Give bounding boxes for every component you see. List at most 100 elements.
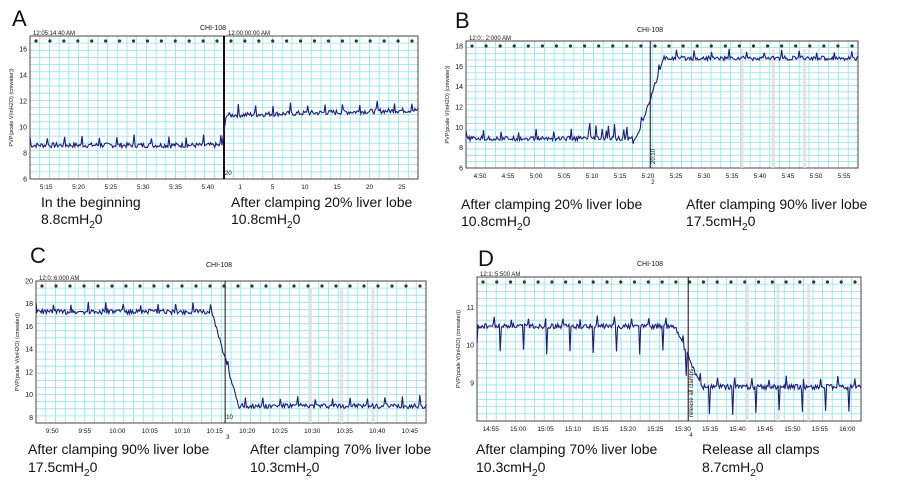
- x-tick-label: 5: [271, 184, 275, 191]
- event-dot: [611, 44, 615, 48]
- y-tick-label: 8: [29, 415, 33, 422]
- y-axis-label: PVP(pcale V(inH2O) (cmwater)): [15, 313, 21, 391]
- y-tick-label: 12: [25, 369, 33, 376]
- x-tick-label: 5:15: [614, 173, 627, 180]
- event-dot: [194, 284, 198, 288]
- event-dot: [145, 39, 150, 43]
- y-tick-label: 10: [455, 125, 463, 132]
- x-tick-label: 5:20: [72, 184, 85, 191]
- value-c-right: 10.3cmH20: [250, 459, 319, 482]
- event-dot: [34, 39, 38, 43]
- value-sub: 2: [287, 219, 293, 231]
- event-dot: [591, 280, 595, 284]
- value-text: 17.5cmH: [686, 213, 743, 229]
- event-dot: [784, 280, 788, 284]
- event-dot: [470, 44, 474, 48]
- x-tick-label: 20: [366, 184, 374, 191]
- y-tick-label: 12: [455, 105, 463, 112]
- y-axis-label: PVP(pcale V(inH2O) (cmwater)): [9, 68, 15, 146]
- event-dot: [278, 284, 282, 288]
- event-dot: [723, 44, 727, 48]
- value-c-left: 17.5cmH20: [28, 459, 97, 482]
- event-dot: [632, 280, 637, 284]
- x-tick-label: 5:25: [670, 173, 683, 180]
- event-dot: [582, 44, 587, 48]
- caption-a-right: After clamping 20% liver lobe: [231, 194, 413, 210]
- event-dot: [96, 284, 100, 288]
- event-dot: [208, 284, 212, 288]
- event-dot: [794, 44, 798, 48]
- event-dot: [812, 280, 816, 284]
- x-tick-label: 9:55: [78, 428, 91, 435]
- y-tick-label: 16: [455, 64, 463, 71]
- y-tick-label: 14: [19, 73, 27, 80]
- event-dot: [481, 280, 485, 284]
- event-dot: [839, 280, 843, 284]
- value-sub: 2: [84, 467, 90, 479]
- y-tick-label: 18: [25, 301, 33, 308]
- x-tick-label: 15:30: [675, 426, 692, 433]
- event-dot: [822, 44, 826, 48]
- pvp-trace: [465, 48, 859, 144]
- event-dot: [340, 39, 344, 43]
- event-dot: [701, 280, 706, 284]
- event-dot: [82, 284, 86, 288]
- x-tick-label: 10:05: [142, 428, 159, 435]
- event-dot: [90, 39, 94, 43]
- gap-band: [740, 49, 744, 168]
- event-dot: [743, 280, 747, 284]
- value-text: 10.3cmH: [476, 459, 533, 475]
- value-text: 8.7cmH: [702, 459, 751, 475]
- event-dot: [362, 284, 366, 288]
- gap-band: [803, 49, 807, 168]
- x-tick-label: 4:55: [502, 173, 515, 180]
- event-dot: [306, 284, 310, 288]
- value-sub: 2: [306, 467, 312, 479]
- plot-frame: [476, 276, 862, 422]
- event-dot: [131, 39, 136, 43]
- y-tick-label: 10: [466, 343, 474, 350]
- event-dot: [508, 280, 513, 284]
- event-dot: [836, 44, 840, 48]
- x-tick-label: 15:35: [702, 426, 719, 433]
- event-dot: [298, 39, 303, 43]
- event-dot: [271, 39, 275, 43]
- y-axis-label: PVP(pcale V(inH2O) (cmwater)): [445, 65, 451, 143]
- event-dot: [376, 284, 380, 288]
- event-dot: [173, 39, 177, 43]
- event-dot: [756, 280, 761, 284]
- plot-title-a: CHI-108: [200, 25, 227, 32]
- plot-frame: [465, 40, 859, 169]
- x-tick-label: 5:20: [642, 173, 655, 180]
- event-dot: [285, 39, 289, 43]
- event-label: 10: [226, 415, 233, 421]
- timestamp-label: 12:1::5:500 AM: [480, 272, 520, 278]
- event-dot: [751, 44, 756, 48]
- event-dot: [334, 284, 338, 288]
- y-tick-label: 10: [19, 125, 27, 132]
- event-dot: [159, 39, 163, 43]
- y-tick-label: 16: [25, 324, 33, 331]
- x-tick-label: 5:55: [838, 173, 851, 180]
- x-tick-label: 15:20: [620, 426, 637, 433]
- event-dot: [404, 284, 408, 288]
- event-dots: [470, 44, 854, 48]
- value-text: 10.8cmH: [461, 213, 518, 229]
- event-dot: [550, 280, 554, 284]
- value-sub: 2: [742, 221, 748, 233]
- event-dot: [54, 284, 58, 288]
- value-d-left: 10.3cmH20: [476, 459, 545, 482]
- x-tick-label: 1: [238, 184, 242, 191]
- event-dot: [348, 284, 352, 288]
- x-tick-label: 5:00: [530, 173, 543, 180]
- event-dot: [850, 44, 854, 48]
- x-tick-label: 10:10: [174, 428, 191, 435]
- event-dot: [597, 44, 601, 48]
- event-dot: [653, 44, 657, 48]
- y-tick-label: 14: [25, 347, 33, 354]
- y-tick-label: 6: [459, 166, 463, 173]
- plot-title-d: CHI-108: [637, 261, 664, 268]
- event-dot: [564, 280, 568, 284]
- event-dot: [236, 284, 240, 288]
